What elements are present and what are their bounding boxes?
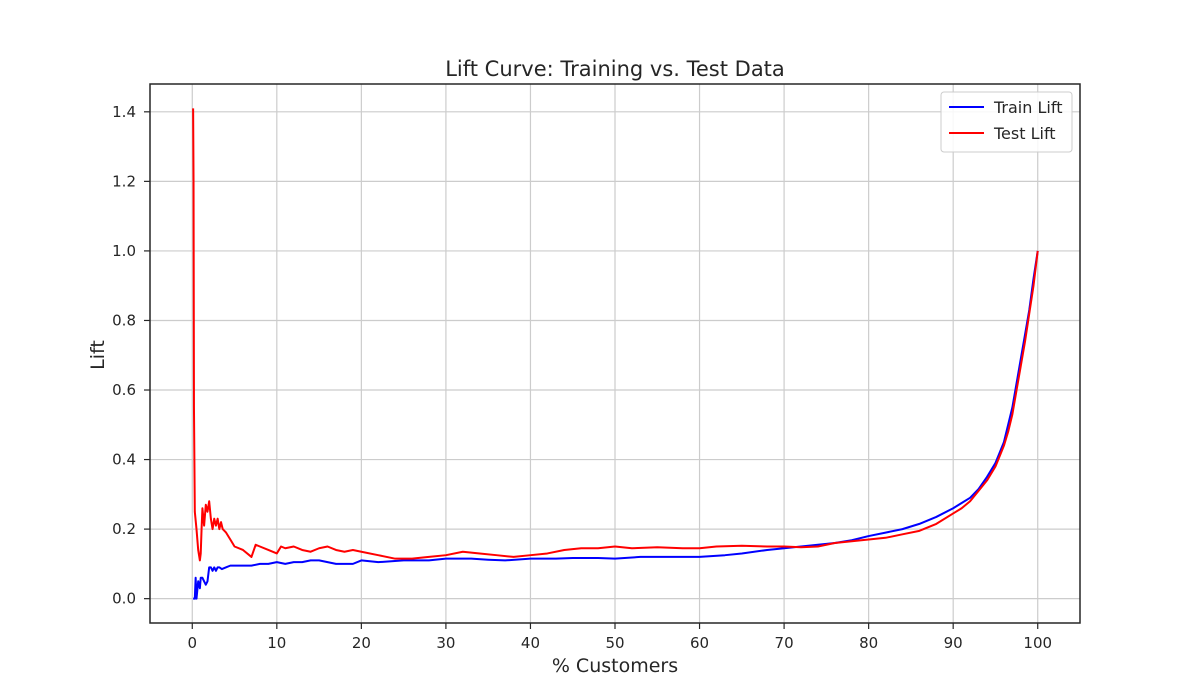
x-axis-title: % Customers bbox=[552, 655, 678, 677]
y-tick-label: 1.2 bbox=[112, 172, 136, 190]
y-tick-label: 0.2 bbox=[112, 520, 136, 538]
y-tick-label: 1.4 bbox=[112, 103, 136, 121]
grid bbox=[150, 84, 1080, 623]
x-tick-label: 100 bbox=[1023, 634, 1052, 652]
x-tick-label: 10 bbox=[267, 634, 286, 652]
series-layer bbox=[192, 108, 1039, 600]
x-tick-label: 20 bbox=[352, 634, 371, 652]
x-tick-label: 90 bbox=[944, 634, 963, 652]
x-tick-label: 0 bbox=[187, 634, 197, 652]
chart-title: Lift Curve: Training vs. Test Data bbox=[445, 57, 785, 81]
legend-label-test-lift: Test Lift bbox=[993, 124, 1056, 143]
x-tick-label: 30 bbox=[436, 634, 455, 652]
y-tick-label: 0.4 bbox=[112, 451, 136, 469]
y-tick-label: 0.6 bbox=[112, 381, 136, 399]
x-tick-label: 40 bbox=[521, 634, 540, 652]
legend: Train Lift Test Lift bbox=[940, 91, 1073, 153]
y-tick-label: 0.0 bbox=[112, 590, 136, 608]
series-line-train-lift bbox=[193, 250, 1039, 600]
x-tick-label: 60 bbox=[690, 634, 709, 652]
series-line-test-lift bbox=[192, 108, 1039, 562]
x-tick-label: 50 bbox=[605, 634, 624, 652]
x-tick-label: 80 bbox=[859, 634, 878, 652]
y-tick-label: 0.8 bbox=[112, 311, 136, 329]
legend-label-train-lift: Train Lift bbox=[993, 98, 1062, 117]
ticks: 0 10 20 30 40 50 60 70 80 90 100 0.0 0.2 0.4 0.6 0.8 1.0… bbox=[112, 103, 1052, 652]
y-tick-label: 1.0 bbox=[112, 242, 136, 260]
x-tick-label: 70 bbox=[775, 634, 794, 652]
y-axis-title: Lift bbox=[87, 340, 109, 370]
